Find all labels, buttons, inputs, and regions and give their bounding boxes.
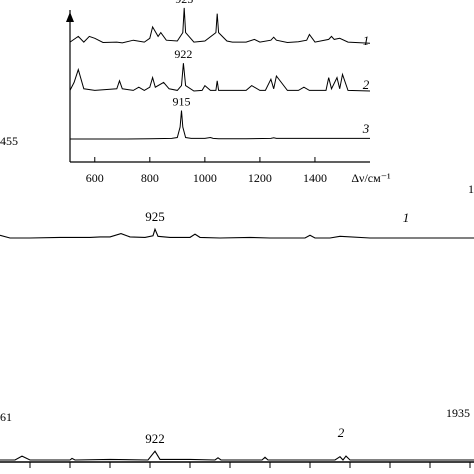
main-edge-label-455: 455 <box>0 134 18 148</box>
main-edge-label-1: 1 <box>468 182 474 196</box>
main-peak-label-925: 925 <box>145 209 165 224</box>
inset-peak-label-925: 925 <box>175 0 193 6</box>
main-series-label-1: 1 <box>403 210 410 225</box>
main-spectra-panel: 1 925 2 922 455 61 1935 1 <box>0 134 474 468</box>
inset-series-line-3 <box>70 110 370 140</box>
inset-x-axis-label: Δν/см⁻¹ <box>351 171 391 185</box>
inset-spectra-panel: 1 925 2 922 3 915 600 800 1000 1200 1400 Δν/см⁻¹ <box>66 0 391 185</box>
inset-x-tick-label-1400: 1400 <box>303 171 327 185</box>
inset-x-tick-label-1000: 1000 <box>193 171 217 185</box>
main-peak-label-922: 922 <box>145 431 165 446</box>
inset-x-tick-label-800: 800 <box>141 171 159 185</box>
inset-x-tick-label-600: 600 <box>86 171 104 185</box>
inset-series-label-2: 2 <box>363 77 370 92</box>
main-edge-label-1935: 1935 <box>446 406 470 420</box>
main-series-line-2 <box>0 450 474 461</box>
main-edge-label-61: 61 <box>0 410 12 424</box>
inset-x-tick-label-1200: 1200 <box>248 171 272 185</box>
inset-series-line-1 <box>69 7 371 44</box>
inset-series-line-2 <box>69 63 371 92</box>
inset-peak-label-915: 915 <box>172 95 190 109</box>
inset-series-label-3: 3 <box>362 121 370 136</box>
main-series-label-2: 2 <box>338 425 345 440</box>
inset-y-axis-arrow <box>66 12 74 22</box>
main-series-line-1 <box>0 227 474 239</box>
inset-series-label-1: 1 <box>363 33 370 48</box>
inset-peak-label-922: 922 <box>174 47 192 61</box>
